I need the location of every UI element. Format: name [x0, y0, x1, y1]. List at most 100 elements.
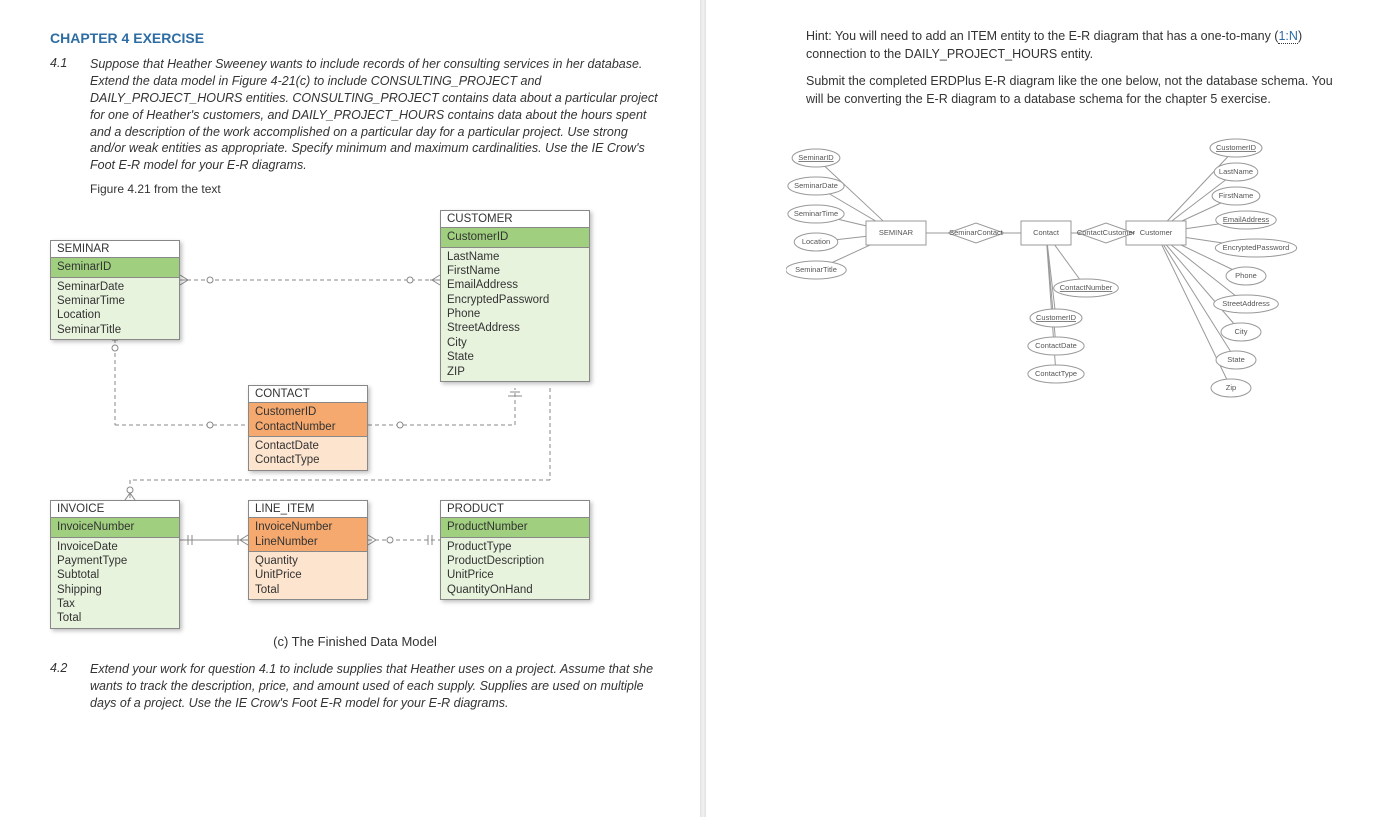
- q42-text: Extend your work for question 4.1 to inc…: [90, 661, 660, 712]
- q42-number: 4.2: [50, 661, 90, 712]
- er-column: EncryptedPassword: [447, 293, 583, 307]
- er-table-title: SEMINAR: [51, 241, 179, 258]
- submit-text: Submit the completed ERDPlus E-R diagram…: [806, 73, 1351, 108]
- er-table-title: PRODUCT: [441, 501, 589, 518]
- page-right: Hint: You will need to add an ITEM entit…: [706, 0, 1391, 817]
- chen-svg: SEMINARContactCustomerSeminarContactCont…: [786, 128, 1346, 448]
- er-column: UnitPrice: [255, 568, 361, 582]
- hint-a: Hint: You will need to add an ITEM entit…: [806, 29, 1278, 43]
- er-column: CustomerID: [447, 230, 583, 244]
- er-table-title: INVOICE: [51, 501, 179, 518]
- er-column: EmailAddress: [447, 278, 583, 292]
- er-column: ZIP: [447, 365, 583, 379]
- er-column: ProductDescription: [447, 554, 583, 568]
- er-table-body: ProductTypeProductDescriptionUnitPriceQu…: [441, 538, 589, 600]
- svg-text:State: State: [1227, 355, 1245, 364]
- svg-text:LastName: LastName: [1219, 167, 1253, 176]
- svg-text:ContactDate: ContactDate: [1035, 341, 1077, 350]
- svg-text:Zip: Zip: [1226, 383, 1236, 392]
- svg-text:Contact: Contact: [1033, 228, 1060, 237]
- er-table-pk: InvoiceNumberLineNumber: [249, 518, 367, 552]
- er-column: ContactDate: [255, 439, 361, 453]
- er-table-title: CONTACT: [249, 386, 367, 403]
- svg-text:CustomerID: CustomerID: [1216, 143, 1257, 152]
- er-table-customer: CUSTOMER CustomerID LastNameFirstNameEmail…: [440, 210, 590, 382]
- er-table-body: SeminarDateSeminarTimeLocationSeminarTit…: [51, 278, 179, 340]
- er-column: Shipping: [57, 583, 173, 597]
- hint-link[interactable]: 1:N: [1278, 29, 1297, 44]
- fig-label-b: from the text: [154, 182, 221, 196]
- er-table-seminar: SEMINAR SeminarID SeminarDateSeminarTimeLo…: [50, 240, 180, 340]
- q41-text: Suppose that Heather Sweeney wants to in…: [90, 56, 660, 174]
- er-table-pk: InvoiceNumber: [51, 518, 179, 537]
- er-table-product: PRODUCT ProductNumber ProductTypeProductDe…: [440, 500, 590, 600]
- er-column: SeminarTime: [57, 294, 173, 308]
- er-column: InvoiceNumber: [255, 520, 361, 534]
- er-table-body: InvoiceDatePaymentTypeSubtotalShippingTa…: [51, 538, 179, 628]
- svg-text:SEMINAR: SEMINAR: [879, 228, 914, 237]
- er-table-lineitem: LINE_ITEMInvoiceNumberLineNumberQuantity…: [248, 500, 368, 600]
- q41-number: 4.1: [50, 56, 90, 174]
- svg-text:SeminarID: SeminarID: [798, 153, 834, 162]
- er-table-pk: ProductNumber: [441, 518, 589, 537]
- er-column: SeminarDate: [57, 280, 173, 294]
- svg-text:Customer: Customer: [1140, 228, 1173, 237]
- er-column: CustomerID: [255, 405, 361, 419]
- svg-text:ContactCustomer: ContactCustomer: [1077, 228, 1136, 237]
- chapter-title: CHAPTER 4 EXERCISE: [50, 30, 660, 46]
- er-column: UnitPrice: [447, 568, 583, 582]
- svg-text:City: City: [1235, 327, 1248, 336]
- er-column: Total: [57, 611, 173, 625]
- er-column: City: [447, 336, 583, 350]
- er-caption: (c) The Finished Data Model: [50, 634, 660, 649]
- er-column: InvoiceDate: [57, 540, 173, 554]
- er-table-invoice: INVOICE InvoiceNumber InvoiceDatePaymentTy…: [50, 500, 180, 629]
- er-column: Tax: [57, 597, 173, 611]
- svg-text:FirstName: FirstName: [1219, 191, 1254, 200]
- er-column: ContactNumber: [255, 420, 361, 434]
- er-column: Phone: [447, 307, 583, 321]
- svg-text:Location: Location: [802, 237, 830, 246]
- page-left: CHAPTER 4 EXERCISE 4.1 Suppose that Heat…: [0, 0, 700, 817]
- svg-text:EmailAddress: EmailAddress: [1223, 215, 1270, 224]
- er-diagram: SEMINAR SeminarID SeminarDateSeminarTimeLo…: [50, 210, 650, 630]
- er-column: ProductNumber: [447, 520, 583, 534]
- svg-text:Phone: Phone: [1235, 271, 1257, 280]
- er-column: ProductType: [447, 540, 583, 554]
- er-column: StreetAddress: [447, 321, 583, 335]
- svg-text:SeminarContact: SeminarContact: [949, 228, 1004, 237]
- svg-text:ContactType: ContactType: [1035, 369, 1077, 378]
- er-table-pk: CustomerIDContactNumber: [249, 403, 367, 437]
- er-table-title: LINE_ITEM: [249, 501, 367, 518]
- er-table-body: ContactDateContactType: [249, 437, 367, 470]
- er-table-body: QuantityUnitPriceTotal: [249, 552, 367, 599]
- er-column: LineNumber: [255, 535, 361, 549]
- er-column: State: [447, 350, 583, 364]
- question-4-2: 4.2 Extend your work for question 4.1 to…: [50, 661, 660, 712]
- er-table-title: CUSTOMER: [441, 211, 589, 228]
- er-column: FirstName: [447, 264, 583, 278]
- hint-text: Hint: You will need to add an ITEM entit…: [806, 28, 1351, 63]
- er-column: QuantityOnHand: [447, 583, 583, 597]
- question-4-1: 4.1 Suppose that Heather Sweeney wants t…: [50, 56, 660, 174]
- er-column: Location: [57, 308, 173, 322]
- svg-text:SeminarDate: SeminarDate: [794, 181, 838, 190]
- svg-text:EncryptedPassword: EncryptedPassword: [1223, 243, 1290, 252]
- svg-text:SeminarTime: SeminarTime: [794, 209, 838, 218]
- er-table-body: LastNameFirstNameEmailAddressEncryptedPa…: [441, 248, 589, 381]
- chen-er-diagram: SEMINARContactCustomerSeminarContactCont…: [786, 128, 1346, 448]
- er-table-contact: CONTACTCustomerIDContactNumberContactDat…: [248, 385, 368, 471]
- figure-label: Figure 4.21 from the text: [90, 182, 660, 196]
- er-column: Total: [255, 583, 361, 597]
- er-column: SeminarTitle: [57, 323, 173, 337]
- svg-text:StreetAddress: StreetAddress: [1222, 299, 1270, 308]
- er-table-pk: CustomerID: [441, 228, 589, 247]
- er-column: Quantity: [255, 554, 361, 568]
- er-column: LastName: [447, 250, 583, 264]
- er-table-pk: SeminarID: [51, 258, 179, 277]
- er-column: SeminarID: [57, 260, 173, 274]
- svg-text:CustomerID: CustomerID: [1036, 313, 1077, 322]
- er-column: InvoiceNumber: [57, 520, 173, 534]
- er-column: ContactType: [255, 453, 361, 467]
- svg-text:ContactNumber: ContactNumber: [1060, 283, 1113, 292]
